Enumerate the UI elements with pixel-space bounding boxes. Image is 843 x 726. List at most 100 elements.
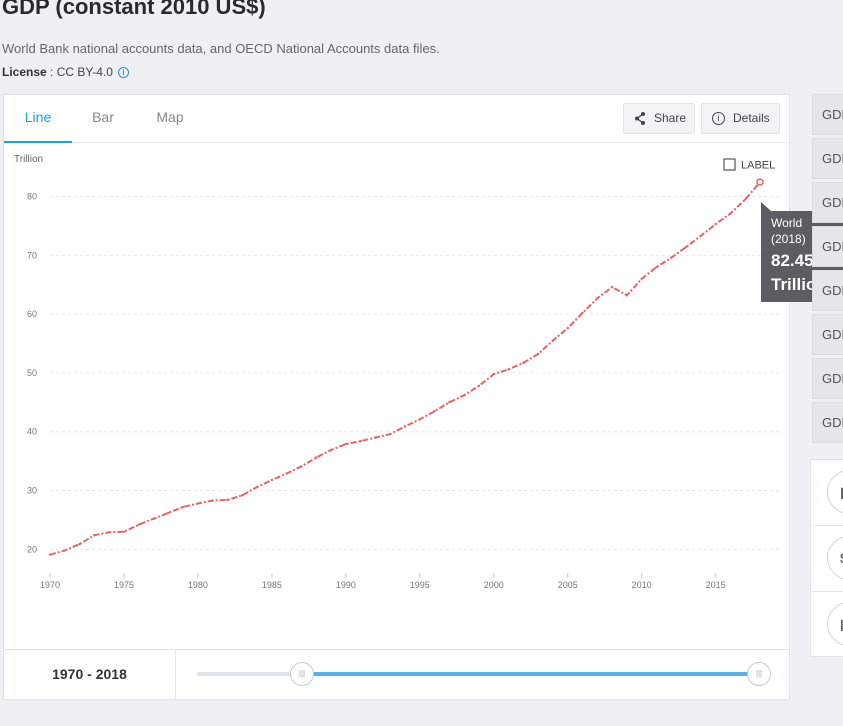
chart-icon[interactable]: ▮: [827, 470, 843, 514]
year-slider-end-handle[interactable]: |||: [747, 662, 771, 686]
chart-tabs: Line Bar Map Share i Details: [4, 95, 789, 143]
data-point[interactable]: [684, 245, 688, 249]
data-point[interactable]: [255, 485, 259, 489]
details-button[interactable]: i Details: [701, 103, 780, 134]
data-point[interactable]: [152, 517, 155, 520]
data-point[interactable]: [48, 553, 52, 556]
axis: 20 30 40 50 60 70 80 1970 1975 1980 1985 1990 1995 20…: [27, 192, 726, 590]
details-label: Details: [733, 111, 770, 125]
data-point[interactable]: [610, 285, 614, 289]
data-point[interactable]: [492, 372, 495, 376]
side-tab[interactable]: GDP: [812, 182, 843, 223]
data-point[interactable]: [522, 361, 525, 365]
side-tab[interactable]: GDP: [812, 138, 843, 179]
data-point[interactable]: [167, 511, 170, 515]
data-point[interactable]: [507, 368, 510, 371]
data-point[interactable]: [462, 394, 466, 397]
range-start: 1970: [52, 666, 84, 682]
license-line: License : CC BY-4.0 i: [2, 65, 129, 79]
data-point[interactable]: [581, 311, 584, 315]
year-slider-start-handle[interactable]: |||: [290, 662, 314, 686]
data-point[interactable]: [78, 542, 81, 546]
y-unit-label: Trillion: [14, 154, 43, 165]
info-icon[interactable]: i: [117, 67, 129, 78]
y-tick-label: 20: [27, 544, 37, 554]
dollar-icon[interactable]: $: [827, 536, 843, 580]
side-tab[interactable]: GDP: [812, 226, 843, 267]
data-point[interactable]: [566, 327, 569, 330]
license-value: : CC BY-4.0: [46, 65, 113, 79]
data-point[interactable]: [315, 456, 318, 459]
data-point[interactable]: [448, 401, 451, 404]
tooltip-value: 82.458: [771, 251, 823, 270]
data-point[interactable]: [625, 294, 629, 297]
x-tick-label: 1985: [262, 580, 282, 590]
table-icon[interactable]: ▤: [827, 602, 843, 646]
side-tab[interactable]: GDP: [812, 358, 843, 399]
data-point[interactable]: [211, 499, 214, 502]
share-icon: [634, 104, 646, 144]
year-range-label: 1970 - 2018: [4, 650, 176, 699]
data-point[interactable]: [107, 531, 111, 534]
data-point[interactable]: [714, 222, 717, 226]
license-label: License: [2, 65, 47, 79]
data-point[interactable]: [63, 549, 66, 552]
details-info-icon: i: [712, 112, 725, 125]
data-point[interactable]: [699, 234, 703, 238]
data-point[interactable]: [122, 530, 126, 533]
data-point[interactable]: [389, 432, 392, 436]
data-point[interactable]: [226, 498, 229, 502]
tab-map[interactable]: Map: [156, 109, 184, 125]
data-point[interactable]: [270, 478, 274, 482]
year-slider-fill: [302, 672, 759, 676]
data-point[interactable]: [329, 448, 333, 452]
side-tab[interactable]: GDP: [812, 314, 843, 355]
tab-bar[interactable]: Bar: [92, 109, 114, 125]
tab-line[interactable]: Line: [4, 95, 72, 143]
share-label: Share: [654, 111, 687, 125]
page-title: GDP (constant 2010 US$): [2, 0, 266, 19]
data-point[interactable]: [670, 256, 673, 259]
data-point[interactable]: [729, 212, 732, 215]
data-point[interactable]: [344, 442, 348, 446]
data-point[interactable]: [655, 265, 658, 269]
side-indicator-tabs: GDP GDP GDP GDP GDP GDP GDP GDP: [812, 94, 843, 446]
share-button[interactable]: Share: [623, 103, 695, 134]
x-tick-label: 2005: [558, 580, 578, 590]
x-tick-label: 1970: [40, 580, 60, 590]
line-chart: Trillion LABEL 20 30 40 50 60 70 80 1970 1975 198…: [14, 154, 780, 590]
label-toggle[interactable]: LABEL: [723, 158, 775, 172]
side-tab[interactable]: GDP: [812, 270, 843, 311]
data-point[interactable]: [596, 297, 599, 300]
data-point[interactable]: [137, 523, 140, 526]
chart-panel: Line Bar Map Share i Details Trillion LA…: [3, 94, 843, 700]
side-tab[interactable]: GDP: [812, 94, 843, 135]
data-point[interactable]: [93, 534, 96, 537]
data-point[interactable]: [374, 436, 377, 439]
label-toggle-text: LABEL: [741, 160, 775, 172]
data-point[interactable]: [433, 409, 436, 413]
year-slider-track[interactable]: ||| |||: [197, 662, 771, 686]
x-tick-label: 1990: [336, 580, 356, 590]
tooltip-name: World: [771, 216, 803, 230]
x-tick-label: 1980: [188, 580, 208, 590]
data-point[interactable]: [640, 277, 643, 281]
data-point[interactable]: [403, 425, 407, 428]
highlighted-point[interactable]: [756, 178, 764, 186]
data-point[interactable]: [536, 352, 540, 356]
data-point[interactable]: [196, 502, 200, 505]
data-point[interactable]: [241, 494, 244, 497]
x-tick-label: 2000: [484, 580, 504, 590]
data-point[interactable]: [300, 465, 303, 468]
side-tab[interactable]: GDP: [812, 402, 843, 443]
data-point[interactable]: [359, 439, 362, 443]
data-point[interactable]: [181, 505, 185, 509]
label-checkbox: [723, 158, 736, 171]
data-point[interactable]: [744, 198, 747, 201]
x-tick-label: 1975: [114, 580, 134, 590]
data-point[interactable]: [285, 472, 288, 475]
y-tick-label: 30: [27, 486, 37, 496]
data-point[interactable]: [477, 384, 481, 388]
data-point[interactable]: [551, 339, 555, 342]
data-point[interactable]: [418, 418, 421, 421]
